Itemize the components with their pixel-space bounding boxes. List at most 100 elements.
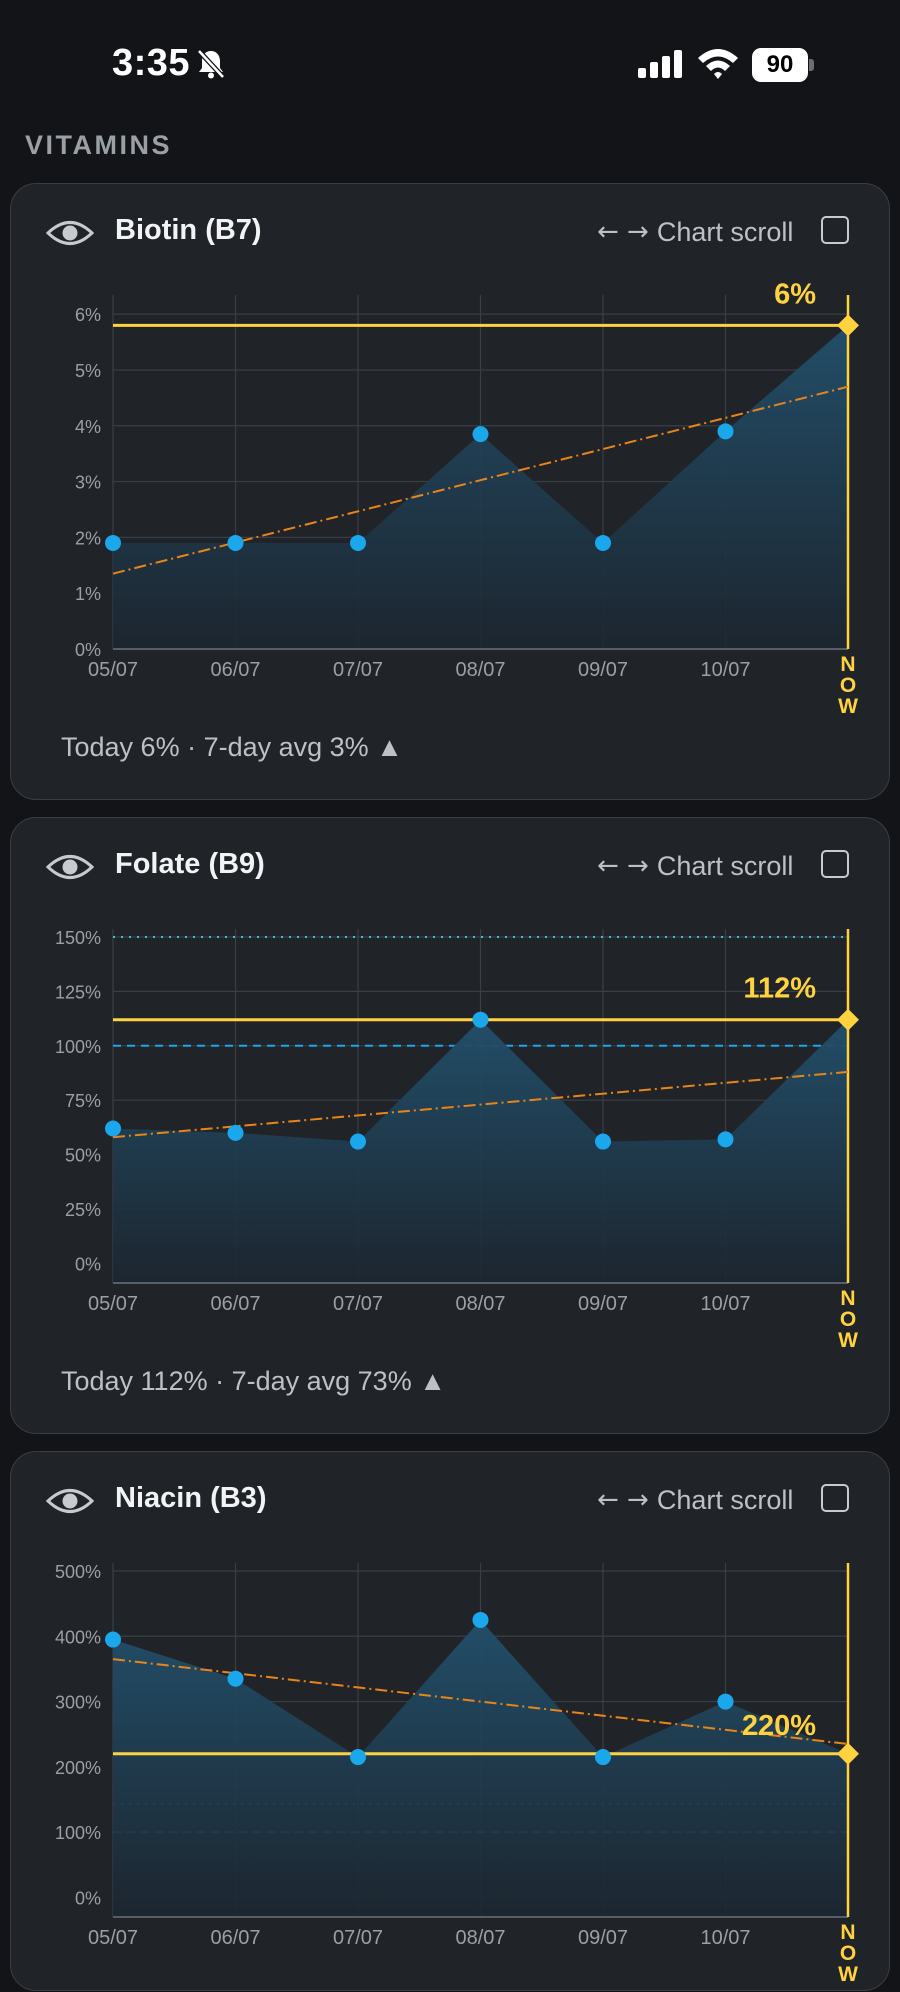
data-point[interactable] xyxy=(350,534,366,551)
x-tick-label: 06/07 xyxy=(210,1293,260,1315)
data-point[interactable] xyxy=(595,534,611,551)
card-title: Biotin (B7) xyxy=(115,214,262,246)
y-tick-label: 4% xyxy=(75,417,101,437)
data-point[interactable] xyxy=(227,1670,244,1687)
y-tick-label: 25% xyxy=(65,1200,101,1220)
y-tick-label: 5% xyxy=(75,361,101,381)
y-tick-label: 125% xyxy=(55,982,101,1002)
eye-icon[interactable] xyxy=(46,852,94,882)
scroll-arrows-icon: ← → xyxy=(597,1485,649,1515)
y-tick-label: 1% xyxy=(75,584,101,604)
trend-line xyxy=(112,1070,849,1139)
eye-icon[interactable] xyxy=(46,218,94,248)
nutrient-chart[interactable]: 6% 5% 4% 3% 2% 1% 0% 6% 05/07 06/07 07/07 08/07 09/0… xyxy=(11,184,891,801)
eye-icon[interactable] xyxy=(46,1486,94,1516)
battery-level: 90 xyxy=(752,48,808,82)
y-tick-label: 300% xyxy=(55,1693,101,1713)
y-tick-label: 2% xyxy=(75,528,101,548)
chart-scroll-checkbox[interactable] xyxy=(821,216,849,244)
y-tick-label: 0% xyxy=(75,1888,101,1908)
x-tick-label: 10/07 xyxy=(700,1293,750,1315)
data-point[interactable] xyxy=(227,534,244,551)
now-label-char: N xyxy=(840,1921,855,1944)
section-title: VITAMINS xyxy=(25,130,172,160)
wifi-icon xyxy=(698,49,738,79)
today-marker[interactable] xyxy=(837,314,859,337)
card-title: Niacin (B3) xyxy=(115,1482,267,1514)
chart-scroll-checkbox[interactable] xyxy=(821,850,849,878)
data-point[interactable] xyxy=(717,1131,734,1148)
data-point[interactable] xyxy=(472,1011,489,1028)
now-label-char: W xyxy=(838,1329,858,1352)
bell-muted-icon xyxy=(197,49,225,79)
y-tick-label: 75% xyxy=(65,1091,101,1111)
data-point[interactable] xyxy=(105,534,121,551)
nutrient-card: Niacin (B3) ← → Chart scroll 500% 400% 300% 20… xyxy=(10,1451,890,1991)
data-point[interactable] xyxy=(717,423,734,440)
data-point[interactable] xyxy=(350,1749,366,1766)
chart-scroll-label: Chart scroll xyxy=(656,216,794,247)
scroll-arrows-icon: ← → xyxy=(597,217,649,247)
nutrient-chart[interactable]: 500% 400% 300% 200% 100% 0% 220% 05/07 06/07 07/0… xyxy=(11,1452,891,1992)
now-label-char: N xyxy=(840,1287,855,1310)
intake-area xyxy=(113,325,848,649)
x-tick-label: 07/07 xyxy=(333,1293,383,1315)
card-title: Folate (B9) xyxy=(115,848,265,880)
y-tick-label: 0% xyxy=(75,1254,101,1274)
y-tick-label: 100% xyxy=(55,1823,101,1843)
y-tick-label: 6% xyxy=(75,305,101,325)
scroll-arrows-icon: ← → xyxy=(597,851,649,881)
today-value-label: 112% xyxy=(743,973,816,1005)
now-label-char: O xyxy=(840,674,856,697)
x-tick-label: 06/07 xyxy=(210,1927,260,1949)
y-tick-label: 3% xyxy=(75,473,101,493)
nutrient-card: Folate (B9) ← → Chart scroll 150% 125% 100% 75… xyxy=(10,817,890,1434)
now-label-char: N xyxy=(840,653,855,676)
data-point[interactable] xyxy=(105,1631,121,1648)
y-tick-label: 200% xyxy=(55,1758,101,1778)
chart-scroll-toggle[interactable]: ← → Chart scroll xyxy=(597,1482,793,1518)
y-tick-label: 400% xyxy=(55,1627,101,1647)
data-point[interactable] xyxy=(717,1693,734,1710)
chart-scroll-label: Chart scroll xyxy=(656,1484,794,1515)
x-tick-label: 05/07 xyxy=(88,659,138,681)
x-tick-label: 09/07 xyxy=(578,1293,628,1315)
cellular-signal-icon xyxy=(638,50,682,78)
chart-scroll-toggle[interactable]: ← → Chart scroll xyxy=(597,214,793,250)
now-label-char: O xyxy=(840,1942,856,1965)
summary-text: Today 6% · 7-day avg 3% ▲ xyxy=(61,732,403,762)
nutrient-chart[interactable]: 150% 125% 100% 75% 50% 25% 0% 112% 05/07 06/07 07/… xyxy=(11,818,891,1435)
y-tick-label: 50% xyxy=(65,1146,101,1166)
data-point[interactable] xyxy=(105,1120,121,1137)
summary-text: Today 112% · 7-day avg 73% ▲ xyxy=(61,1366,446,1396)
today-marker[interactable] xyxy=(837,1742,859,1765)
now-label-char: W xyxy=(838,1963,858,1986)
chart-scroll-label: Chart scroll xyxy=(656,850,794,881)
chart-scroll-checkbox[interactable] xyxy=(821,1484,849,1512)
x-tick-label: 05/07 xyxy=(88,1927,138,1949)
status-bar: 3:35 90 xyxy=(0,0,900,120)
x-tick-label: 08/07 xyxy=(455,659,505,681)
data-point[interactable] xyxy=(472,1611,489,1628)
x-tick-label: 08/07 xyxy=(455,1927,505,1949)
x-tick-label: 09/07 xyxy=(578,1927,628,1949)
trend-line xyxy=(112,1658,849,1745)
data-point[interactable] xyxy=(350,1133,366,1150)
now-label-char: O xyxy=(840,1308,856,1331)
today-marker[interactable] xyxy=(837,1008,859,1031)
data-point[interactable] xyxy=(472,426,489,443)
data-point[interactable] xyxy=(595,1133,611,1150)
x-tick-label: 07/07 xyxy=(333,1927,383,1949)
y-tick-label: 150% xyxy=(55,928,101,948)
x-tick-label: 08/07 xyxy=(455,1293,505,1315)
x-tick-label: 10/07 xyxy=(700,1927,750,1949)
intake-area xyxy=(113,1619,848,1917)
intake-area xyxy=(113,1019,848,1283)
battery-icon: 90 xyxy=(752,48,814,82)
data-point[interactable] xyxy=(227,1124,244,1141)
y-tick-label: 0% xyxy=(75,640,101,660)
data-point[interactable] xyxy=(595,1749,611,1766)
chart-scroll-toggle[interactable]: ← → Chart scroll xyxy=(597,848,793,884)
x-tick-label: 05/07 xyxy=(88,1293,138,1315)
y-tick-label: 500% xyxy=(55,1562,101,1582)
